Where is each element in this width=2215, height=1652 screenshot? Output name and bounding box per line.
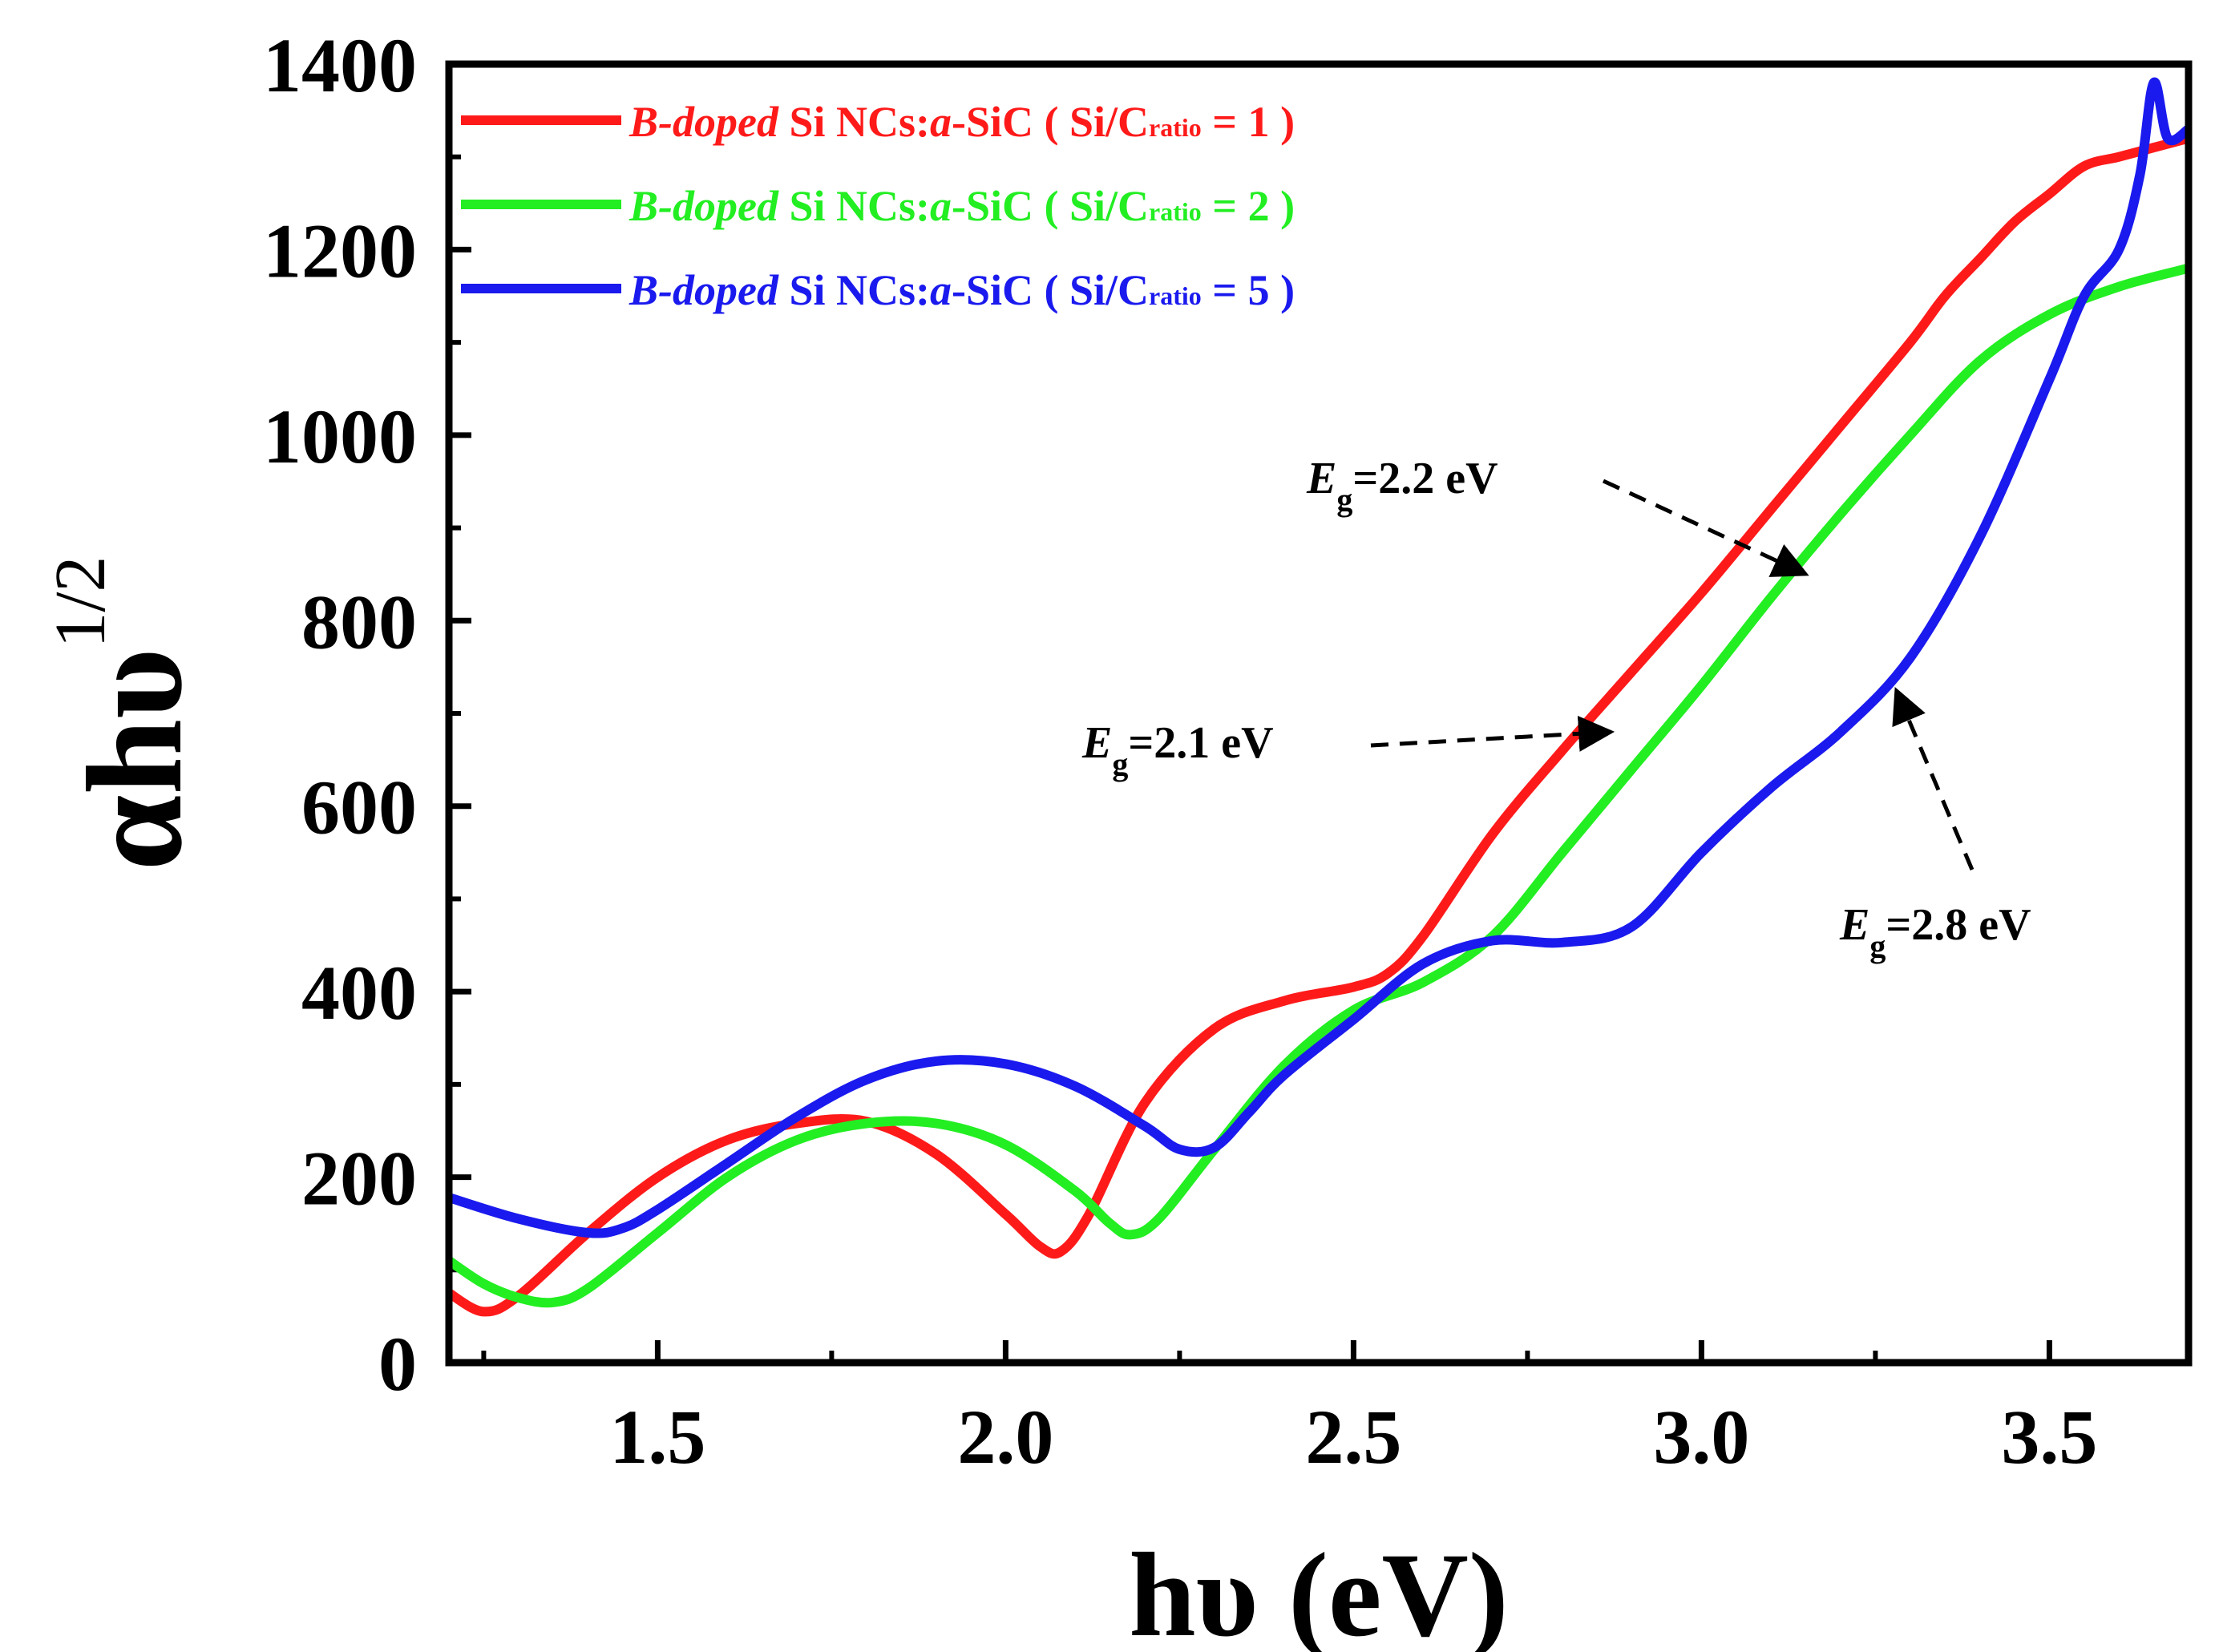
series-line-3 <box>449 77 2189 1238</box>
y-tick-label: 800 <box>301 579 417 664</box>
y-tick-label: 1400 <box>263 22 417 108</box>
x-tick-label: 3.0 <box>1653 1394 1749 1480</box>
x-tick-label: 1.5 <box>609 1394 705 1480</box>
annotation-eg-2-1-label: Eg=2.1 eV <box>1081 718 1274 782</box>
series-line-1 <box>449 133 2189 1317</box>
legend-label-3: B-doped Si NCs:a-SiC ( Si/Cratio = 5 ) <box>629 266 1295 314</box>
x-axis-title: hυ (eV) <box>1129 1529 1509 1652</box>
y-axis-ticks: 0 200 400 600 800 1000 1200 1400 <box>263 22 471 1407</box>
legend: B-doped Si NCs:a-SiC ( Si/Cratio = 1 ) B… <box>461 98 1295 314</box>
annotation-eg-2-2-label: Eg=2.2 eV <box>1306 454 1498 518</box>
plot-frame <box>445 60 2193 1367</box>
y-axis-title-superscript: 1/2 <box>41 556 120 648</box>
y-axis-title-base: αhυ <box>59 648 210 871</box>
legend-label-1: B-doped Si NCs:a-SiC ( Si/Cratio = 1 ) <box>629 98 1295 146</box>
annotation-eg-2-1: Eg=2.1 eV <box>1081 715 1615 782</box>
y-axis-title: αhυ1/2 <box>41 556 210 871</box>
annotation-eg-2-2-arrow <box>1602 479 1809 577</box>
y-tick-label: 200 <box>301 1136 417 1222</box>
y-tick-label: 400 <box>301 950 417 1036</box>
annotation-eg-2-8: Eg=2.8 eV <box>1839 686 2031 964</box>
y-tick-label: 600 <box>301 765 417 850</box>
y-tick-label: 1200 <box>263 208 417 293</box>
x-tick-label: 2.5 <box>1305 1394 1401 1480</box>
annotation-eg-2-2: Eg=2.2 eV <box>1306 454 1809 577</box>
annotation-eg-2-1-arrow <box>1370 715 1615 752</box>
x-tick-label: 2.0 <box>957 1394 1053 1480</box>
series-line-2 <box>449 263 2189 1308</box>
y-tick-label: 0 <box>378 1321 417 1407</box>
annotation-eg-2-8-label: Eg=2.8 eV <box>1839 900 2031 964</box>
legend-label-2: B-doped Si NCs:a-SiC ( Si/Cratio = 2 ) <box>629 182 1295 230</box>
x-tick-label: 3.5 <box>2001 1394 2097 1480</box>
x-axis-ticks: 1.5 2.0 2.5 3.0 3.5 <box>481 1340 2097 1480</box>
series-layer <box>449 77 2189 1317</box>
annotation-eg-2-8-arrow <box>1892 686 1975 870</box>
y-tick-label: 1000 <box>263 394 417 479</box>
